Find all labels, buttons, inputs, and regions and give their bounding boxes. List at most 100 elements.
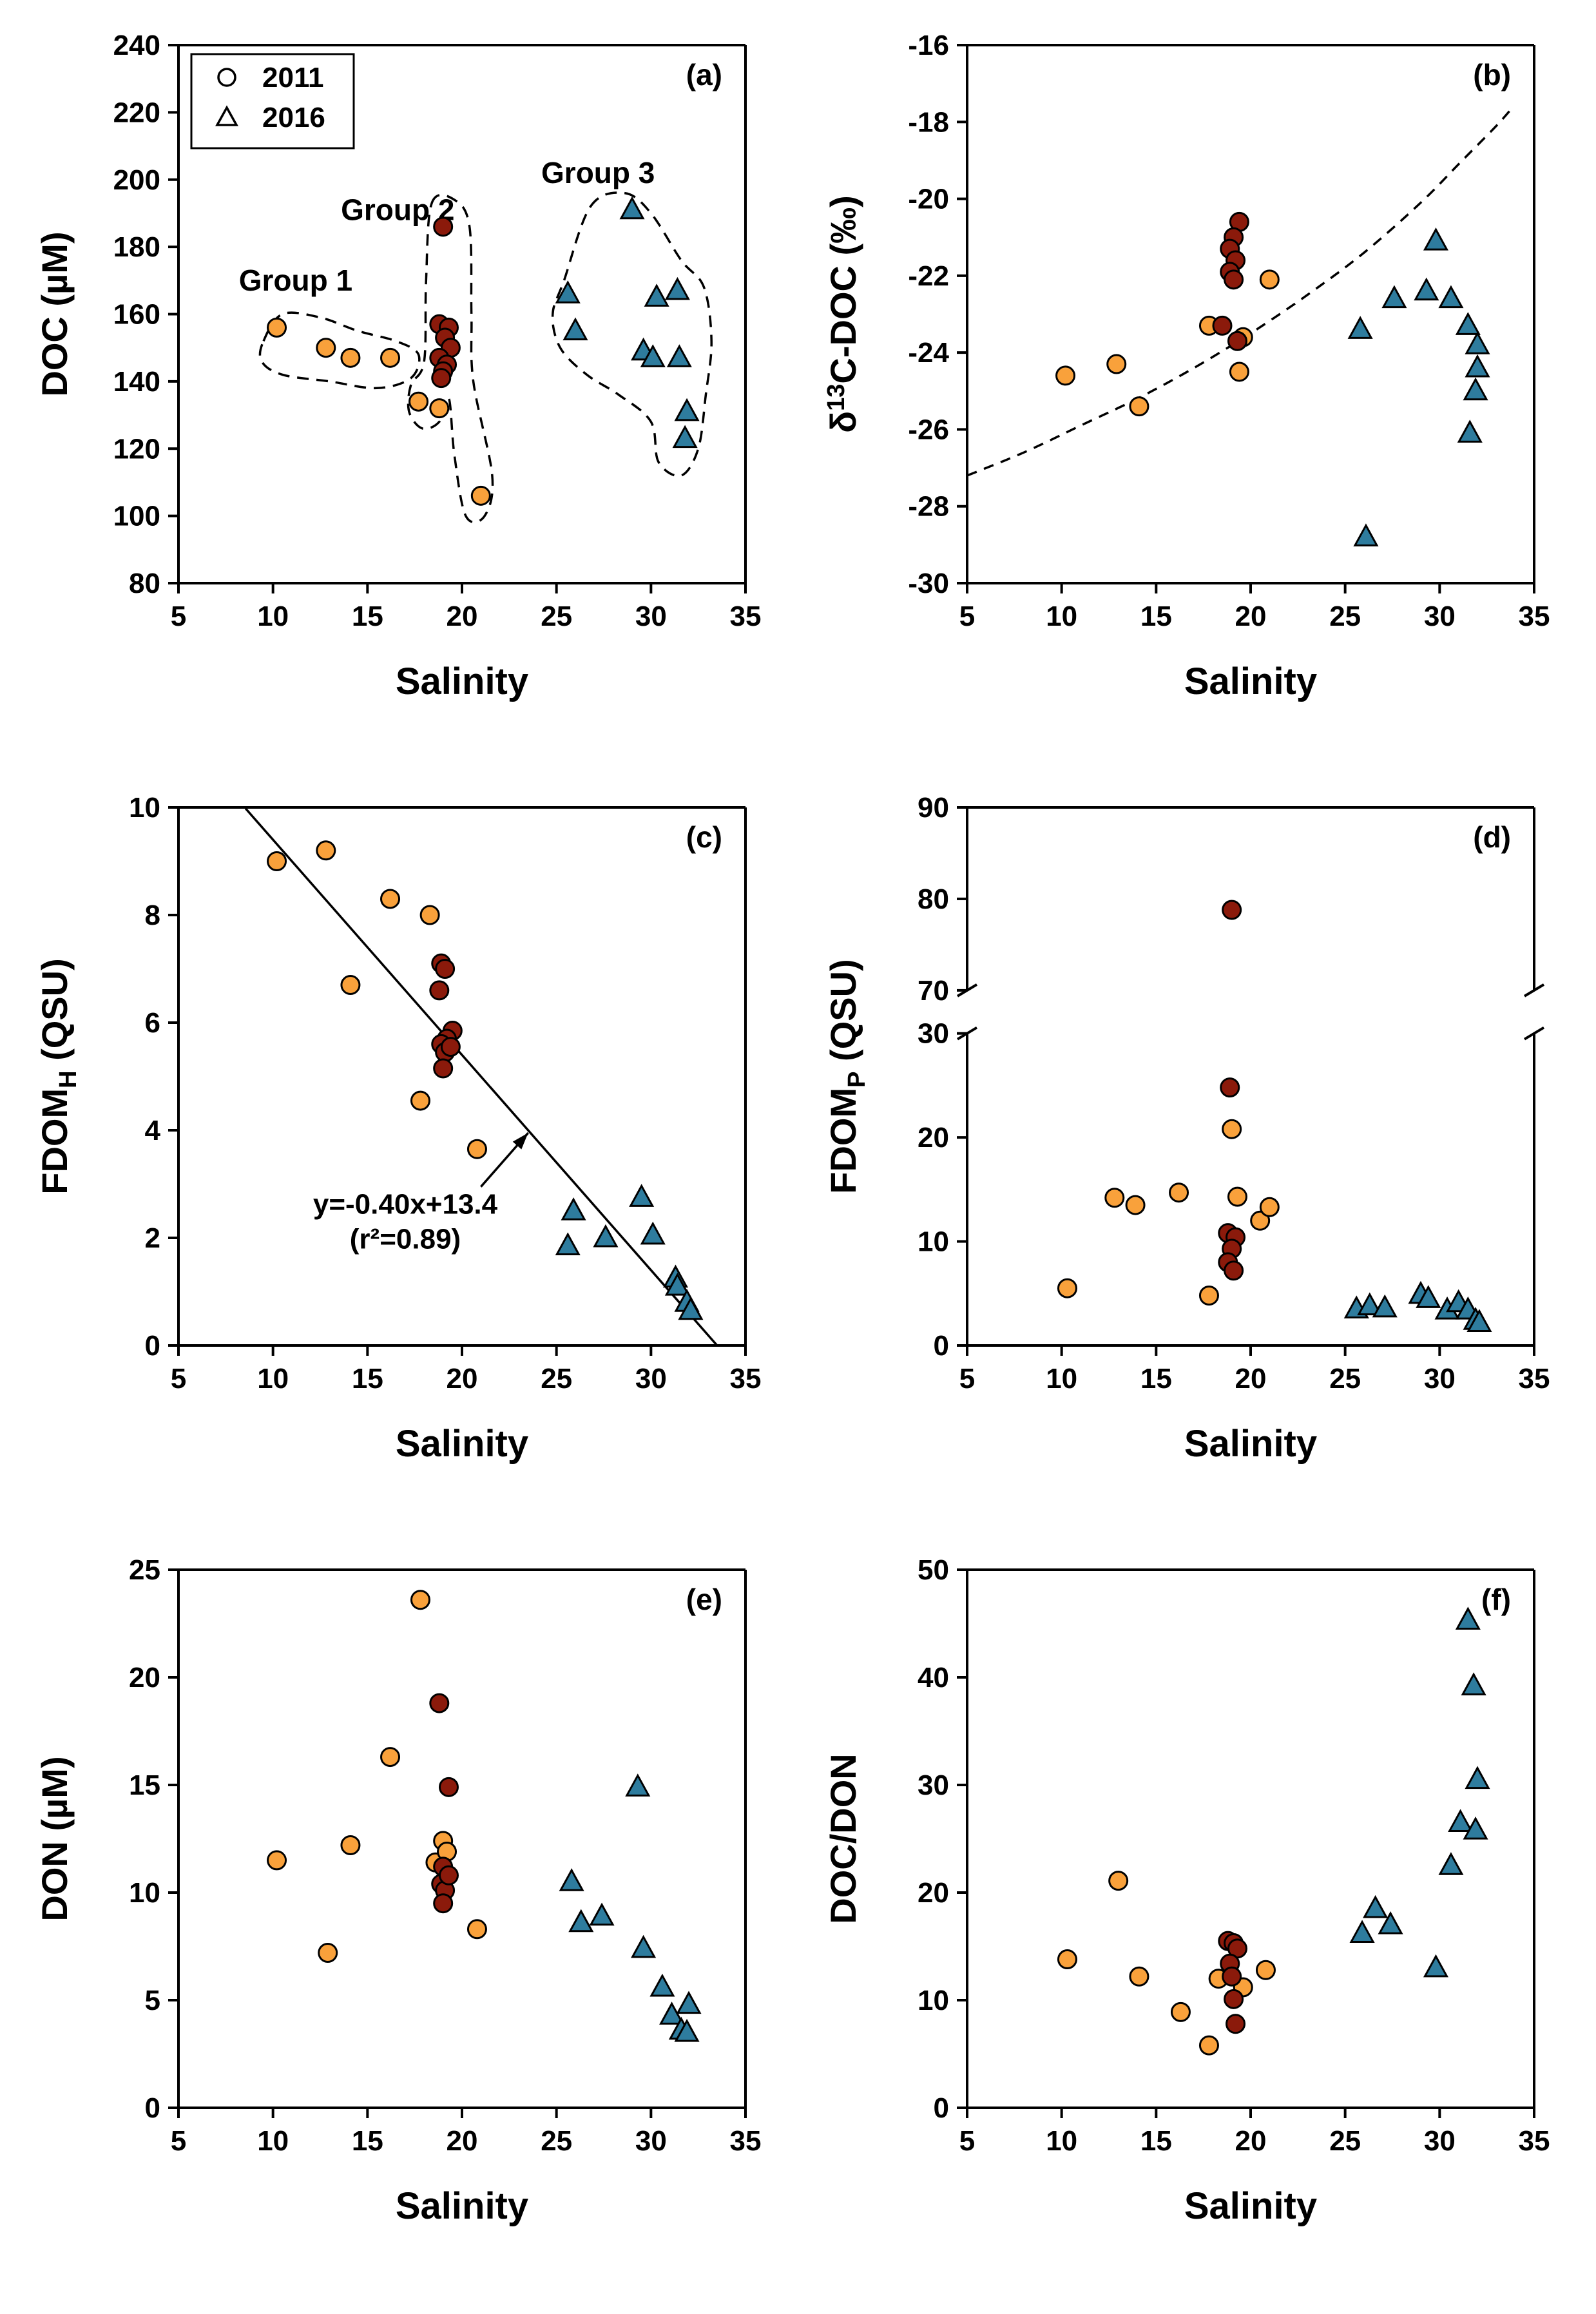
tick-label: 10 xyxy=(918,1985,949,2016)
data-point xyxy=(433,1058,454,1079)
tick-label: -24 xyxy=(908,337,949,369)
data-point xyxy=(470,485,491,506)
data-point xyxy=(435,959,456,979)
tick-label: 30 xyxy=(635,1363,667,1394)
tick-label: 20 xyxy=(129,1662,160,1693)
data-point xyxy=(559,1868,584,1891)
tick-label: 20 xyxy=(1235,2125,1267,2157)
data-point xyxy=(640,344,666,367)
data-point xyxy=(1129,1966,1149,1987)
data-point xyxy=(589,1902,615,1926)
panel-letter: (a) xyxy=(686,58,722,92)
data-point xyxy=(340,975,361,996)
tick-label: 10 xyxy=(129,1877,160,1909)
data-point xyxy=(1463,377,1488,401)
tick-label: 35 xyxy=(1519,601,1550,632)
tick-label: 6 xyxy=(145,1007,160,1039)
data-point xyxy=(1363,1895,1389,1918)
data-point xyxy=(649,1973,675,1997)
tick-label: 10 xyxy=(129,792,160,824)
data-point xyxy=(409,391,429,412)
panel-e: 5 10 15 20 25 30 35 0 5 10 15 20 25 Salinity DON (µM)(… xyxy=(14,1538,793,2296)
data-point xyxy=(340,347,361,368)
y-axis-title: FDOMH​ (QSU) xyxy=(34,958,82,1195)
tick-label: 20 xyxy=(1235,601,1267,632)
tick-label: 120 xyxy=(113,433,160,465)
annotation: y=-0.40x+13.4 xyxy=(313,1188,498,1220)
panel-letter: (b) xyxy=(1473,58,1511,92)
data-point xyxy=(410,1590,430,1610)
data-point xyxy=(1461,1672,1486,1695)
tick-label: 35 xyxy=(1519,2125,1550,2157)
group-label: Group 1 xyxy=(239,264,352,297)
data-point xyxy=(438,1777,459,1797)
data-point xyxy=(1465,354,1490,378)
tick-label: 10 xyxy=(1046,1363,1077,1394)
tick-label: 40 xyxy=(918,1662,949,1693)
data-point xyxy=(1353,523,1379,546)
tick-label: 35 xyxy=(1519,1363,1550,1394)
tick-label: 25 xyxy=(541,601,572,632)
y-axis-title: δ13​C-DOC (‰) xyxy=(823,195,863,433)
tick-label: 200 xyxy=(113,164,160,196)
data-point xyxy=(1108,1871,1129,1891)
data-point xyxy=(625,1773,651,1797)
y-axis-title: FDOMP​ (QSU) xyxy=(823,959,870,1193)
tick-label: -20 xyxy=(908,184,949,215)
tick-label: 8 xyxy=(145,900,160,931)
data-point xyxy=(1226,2014,1246,2034)
chart-a: 5 10 15 20 25 30 35 80 100 120 140 160 180 200 220 240 S… xyxy=(34,30,761,702)
data-point xyxy=(380,889,401,909)
panel-f: 5 10 15 20 25 30 35 0 10 20 30 40 50 Salinity DOC/DON (… xyxy=(803,1538,1581,2296)
data-point xyxy=(1222,1119,1242,1139)
y-axis-title: DOC (µM) xyxy=(34,231,75,396)
data-point xyxy=(619,196,645,220)
data-point xyxy=(1057,1949,1077,1970)
data-point xyxy=(568,1909,594,1933)
data-point xyxy=(1255,1960,1276,1980)
tick-label: 15 xyxy=(352,2125,383,2157)
data-point xyxy=(555,1232,581,1256)
tick-label: 20 xyxy=(1235,1363,1267,1394)
trend-curve xyxy=(966,106,1515,477)
data-point xyxy=(466,1919,487,1940)
tick-label: 5 xyxy=(171,601,186,632)
panel-letter: (d) xyxy=(1473,820,1511,854)
panel-b: 5 10 15 20 25 30 35 -30 -28 -26 -24 -22 -20 -18 -16 Sal… xyxy=(803,13,1581,771)
data-point xyxy=(674,398,700,421)
data-point xyxy=(562,317,588,341)
tick-label: 0 xyxy=(145,2092,160,2124)
group-label: Group 3 xyxy=(541,156,655,189)
tick-label: 5 xyxy=(959,2125,975,2157)
data-point xyxy=(593,1224,619,1248)
tick-label: 80 xyxy=(918,883,949,915)
data-point xyxy=(316,338,336,358)
tick-label: 240 xyxy=(113,30,160,61)
x-axis-title: Salinity xyxy=(396,2185,528,2227)
data-point xyxy=(1104,1188,1125,1208)
data-point xyxy=(1129,396,1149,417)
tick-label: 80 xyxy=(129,568,160,599)
data-point xyxy=(1198,2035,1219,2056)
axis-break-mark xyxy=(1523,983,1545,998)
data-point xyxy=(674,2018,700,2042)
data-point xyxy=(1220,1077,1240,1098)
x-axis-title: Salinity xyxy=(1184,660,1317,702)
legend-circle-symbol xyxy=(217,68,236,87)
data-point xyxy=(1222,900,1242,920)
data-point xyxy=(1259,1197,1280,1217)
data-point xyxy=(267,317,287,338)
y-axis-title: DON (µM) xyxy=(34,1756,75,1921)
tick-label: 35 xyxy=(730,1363,762,1394)
data-point xyxy=(678,1297,704,1320)
tick-label: 5 xyxy=(959,1363,975,1394)
tick-label: 25 xyxy=(541,2125,572,2157)
tick-label: 100 xyxy=(113,501,160,532)
tick-label: 25 xyxy=(541,1363,572,1394)
tick-label: 5 xyxy=(145,1985,160,2016)
tick-label: 5 xyxy=(171,2125,186,2157)
tick-label: 35 xyxy=(730,2125,762,2157)
data-point xyxy=(1455,1606,1481,1630)
